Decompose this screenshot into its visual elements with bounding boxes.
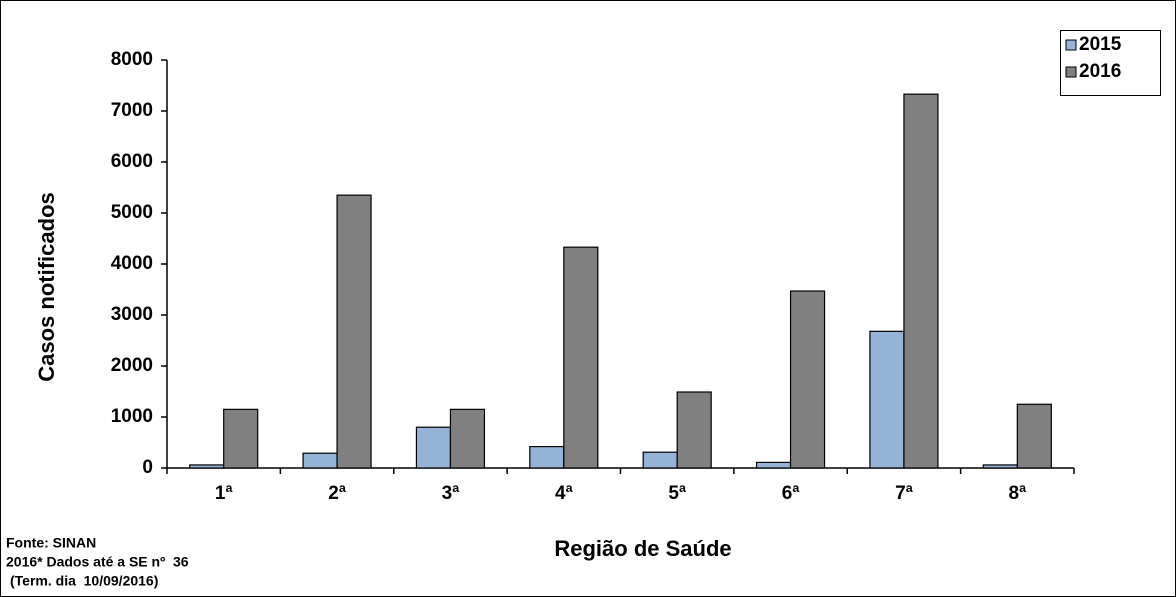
bar: [789, 290, 826, 469]
legend-swatch: [1065, 39, 1077, 51]
x-axis-label: Região de Saúde: [554, 536, 731, 561]
x-tick-label: 6ª: [782, 483, 801, 504]
legend-box: [1060, 30, 1161, 96]
bar: [642, 451, 678, 469]
bar: [563, 246, 599, 469]
y-tick-label: 4000: [111, 253, 153, 274]
bar: [415, 426, 452, 469]
y-tick-label: 6000: [111, 151, 153, 172]
footnote: Fonte: SINAN: [6, 535, 96, 551]
y-tick-label: 0: [142, 457, 153, 478]
x-tick-label: 4ª: [555, 483, 574, 504]
y-tick-label: 1000: [111, 406, 153, 427]
footnote: 2016* Dados até a SE nº 36: [6, 554, 189, 570]
bar: [869, 330, 905, 469]
bar: [223, 408, 259, 469]
bar: [1016, 403, 1052, 469]
bar: [189, 464, 225, 469]
x-tick-label: 7ª: [895, 483, 914, 504]
footnote: (Term. dia 10/09/2016): [10, 573, 158, 589]
legend-swatch: [1065, 66, 1077, 78]
bar: [982, 464, 1018, 469]
y-tick-label: 5000: [111, 202, 153, 223]
legend-label: 2015: [1079, 34, 1122, 55]
x-tick-label: 8ª: [1009, 483, 1028, 504]
bar: [529, 445, 565, 469]
bar: [302, 452, 338, 469]
bar: [449, 408, 486, 469]
bar: [336, 194, 372, 469]
legend-label: 2016: [1079, 61, 1121, 82]
y-tick-label: 7000: [111, 100, 153, 121]
x-tick-label: 2ª: [328, 483, 347, 504]
y-tick-label: 2000: [111, 355, 153, 376]
y-tick-label: 8000: [111, 49, 153, 70]
bar: [676, 391, 712, 469]
bar: [755, 461, 792, 469]
x-tick-label: 3ª: [442, 483, 461, 504]
x-tick-label: 5ª: [668, 483, 687, 504]
y-tick-label: 3000: [111, 304, 153, 325]
y-axis-label: Casos notificados: [34, 192, 59, 381]
bar: [903, 93, 939, 469]
x-tick-label: 1ª: [215, 483, 234, 504]
